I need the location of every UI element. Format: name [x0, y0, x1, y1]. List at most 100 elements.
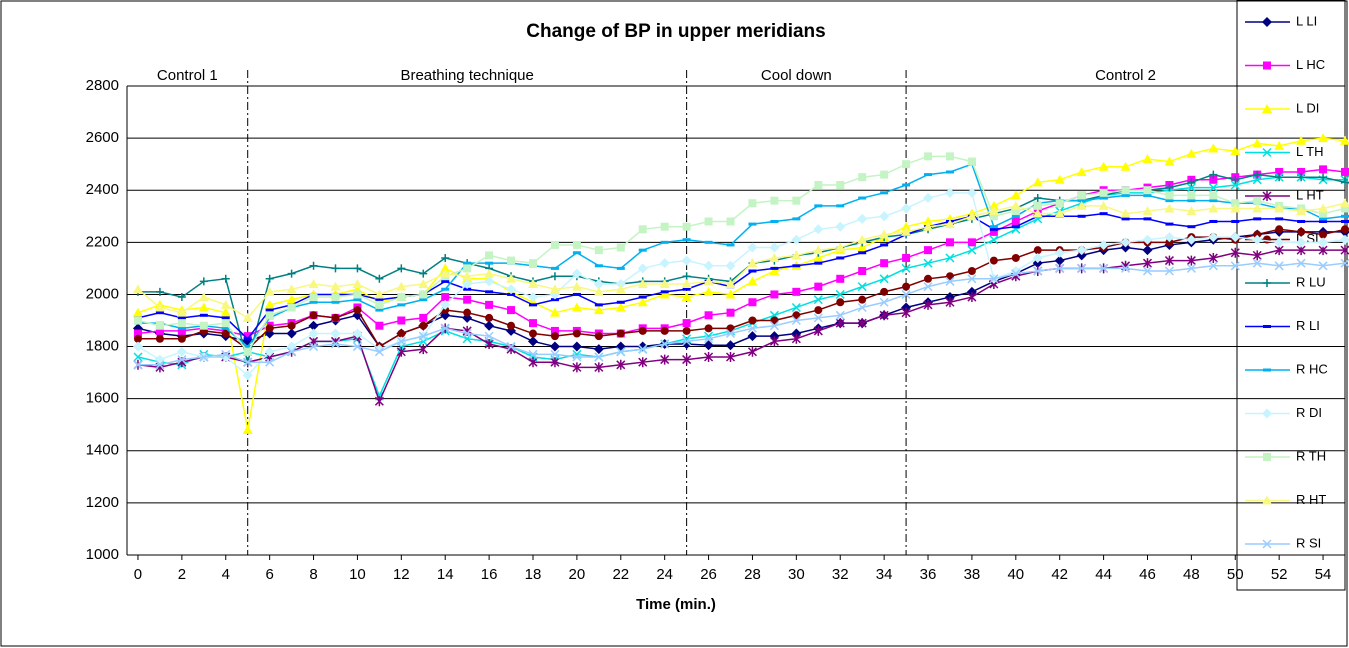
region-label: Cool down	[761, 67, 832, 84]
x-tick-label: 54	[1315, 566, 1332, 583]
data-point	[923, 193, 934, 204]
data-point	[155, 326, 164, 335]
data-point	[747, 258, 758, 268]
data-point	[550, 349, 560, 359]
data-point	[748, 222, 757, 226]
data-point	[1186, 234, 1197, 245]
data-point	[1319, 230, 1328, 239]
data-point	[529, 319, 537, 328]
data-point	[1318, 203, 1329, 213]
data-point	[221, 329, 230, 338]
data-point	[1164, 203, 1175, 213]
data-point	[177, 334, 186, 343]
data-point	[1142, 258, 1153, 269]
data-point	[176, 346, 187, 357]
data-point	[507, 321, 516, 330]
data-point	[944, 219, 955, 229]
data-point	[594, 362, 604, 373]
data-point	[879, 310, 889, 321]
data-point	[769, 242, 780, 253]
data-point	[703, 286, 714, 296]
data-point	[133, 334, 142, 343]
data-point	[902, 253, 911, 262]
data-point	[375, 300, 384, 309]
data-point	[880, 191, 889, 195]
data-point	[682, 238, 691, 242]
data-point	[1252, 203, 1263, 213]
data-point	[1098, 200, 1109, 210]
data-point	[199, 277, 208, 286]
data-point	[813, 224, 824, 235]
data-point	[989, 227, 998, 231]
data-point	[1296, 237, 1307, 248]
data-point	[682, 354, 692, 365]
data-point	[463, 264, 472, 273]
data-point	[287, 347, 297, 357]
y-tick-label: 2200	[86, 233, 119, 250]
data-point	[616, 347, 626, 357]
data-point	[901, 203, 912, 214]
data-point	[1142, 153, 1153, 163]
y-tick-label: 1400	[86, 442, 119, 459]
data-point	[221, 274, 230, 283]
data-point	[1318, 237, 1329, 248]
data-point	[177, 293, 186, 302]
data-point	[396, 336, 406, 346]
x-tick-label: 0	[134, 566, 142, 583]
x-tick-label: 40	[1007, 566, 1024, 583]
x-tick-label: 30	[788, 566, 805, 583]
data-point	[353, 306, 362, 315]
data-point	[528, 336, 538, 347]
data-point	[1165, 183, 1174, 192]
data-point	[1054, 255, 1065, 266]
data-point	[353, 290, 362, 299]
legend-label: R LI	[1296, 318, 1320, 333]
data-point	[1165, 191, 1174, 200]
data-point	[901, 221, 912, 231]
data-point	[1319, 219, 1328, 223]
data-point	[1033, 194, 1042, 203]
data-point	[1252, 234, 1263, 245]
data-point	[331, 313, 340, 322]
data-point	[419, 290, 428, 299]
data-point	[1297, 219, 1306, 223]
data-point	[924, 274, 933, 283]
x-tick-label: 6	[265, 566, 273, 583]
data-point	[264, 346, 275, 357]
data-point	[637, 279, 648, 289]
data-point	[1275, 217, 1284, 221]
data-point	[1274, 203, 1285, 213]
data-point	[353, 264, 362, 273]
legend-marker	[1263, 279, 1271, 287]
data-point	[792, 287, 801, 296]
data-point	[572, 251, 581, 255]
data-point	[1054, 208, 1065, 218]
x-tick-label: 34	[876, 566, 893, 583]
data-point	[901, 263, 911, 273]
data-point	[331, 264, 340, 273]
data-point	[747, 323, 757, 333]
x-tick-label: 2	[178, 566, 186, 583]
data-point	[880, 287, 889, 296]
data-point	[528, 357, 538, 368]
data-point	[177, 326, 186, 330]
x-tick-label: 50	[1227, 566, 1244, 583]
data-point	[770, 316, 779, 325]
data-point	[858, 196, 867, 200]
data-point	[242, 424, 253, 434]
legend-label: L LI	[1296, 13, 1317, 28]
data-point	[704, 311, 713, 320]
data-point	[1164, 156, 1175, 166]
data-point	[462, 279, 473, 290]
data-point	[1077, 263, 1087, 273]
data-point	[1165, 238, 1174, 247]
data-point	[989, 225, 998, 229]
data-point	[264, 286, 275, 296]
data-point	[374, 347, 384, 357]
data-point	[616, 329, 625, 338]
legend-label: R HT	[1296, 492, 1326, 507]
data-point	[924, 246, 933, 255]
data-point	[814, 282, 823, 291]
data-point	[988, 206, 999, 216]
data-point	[835, 318, 845, 329]
